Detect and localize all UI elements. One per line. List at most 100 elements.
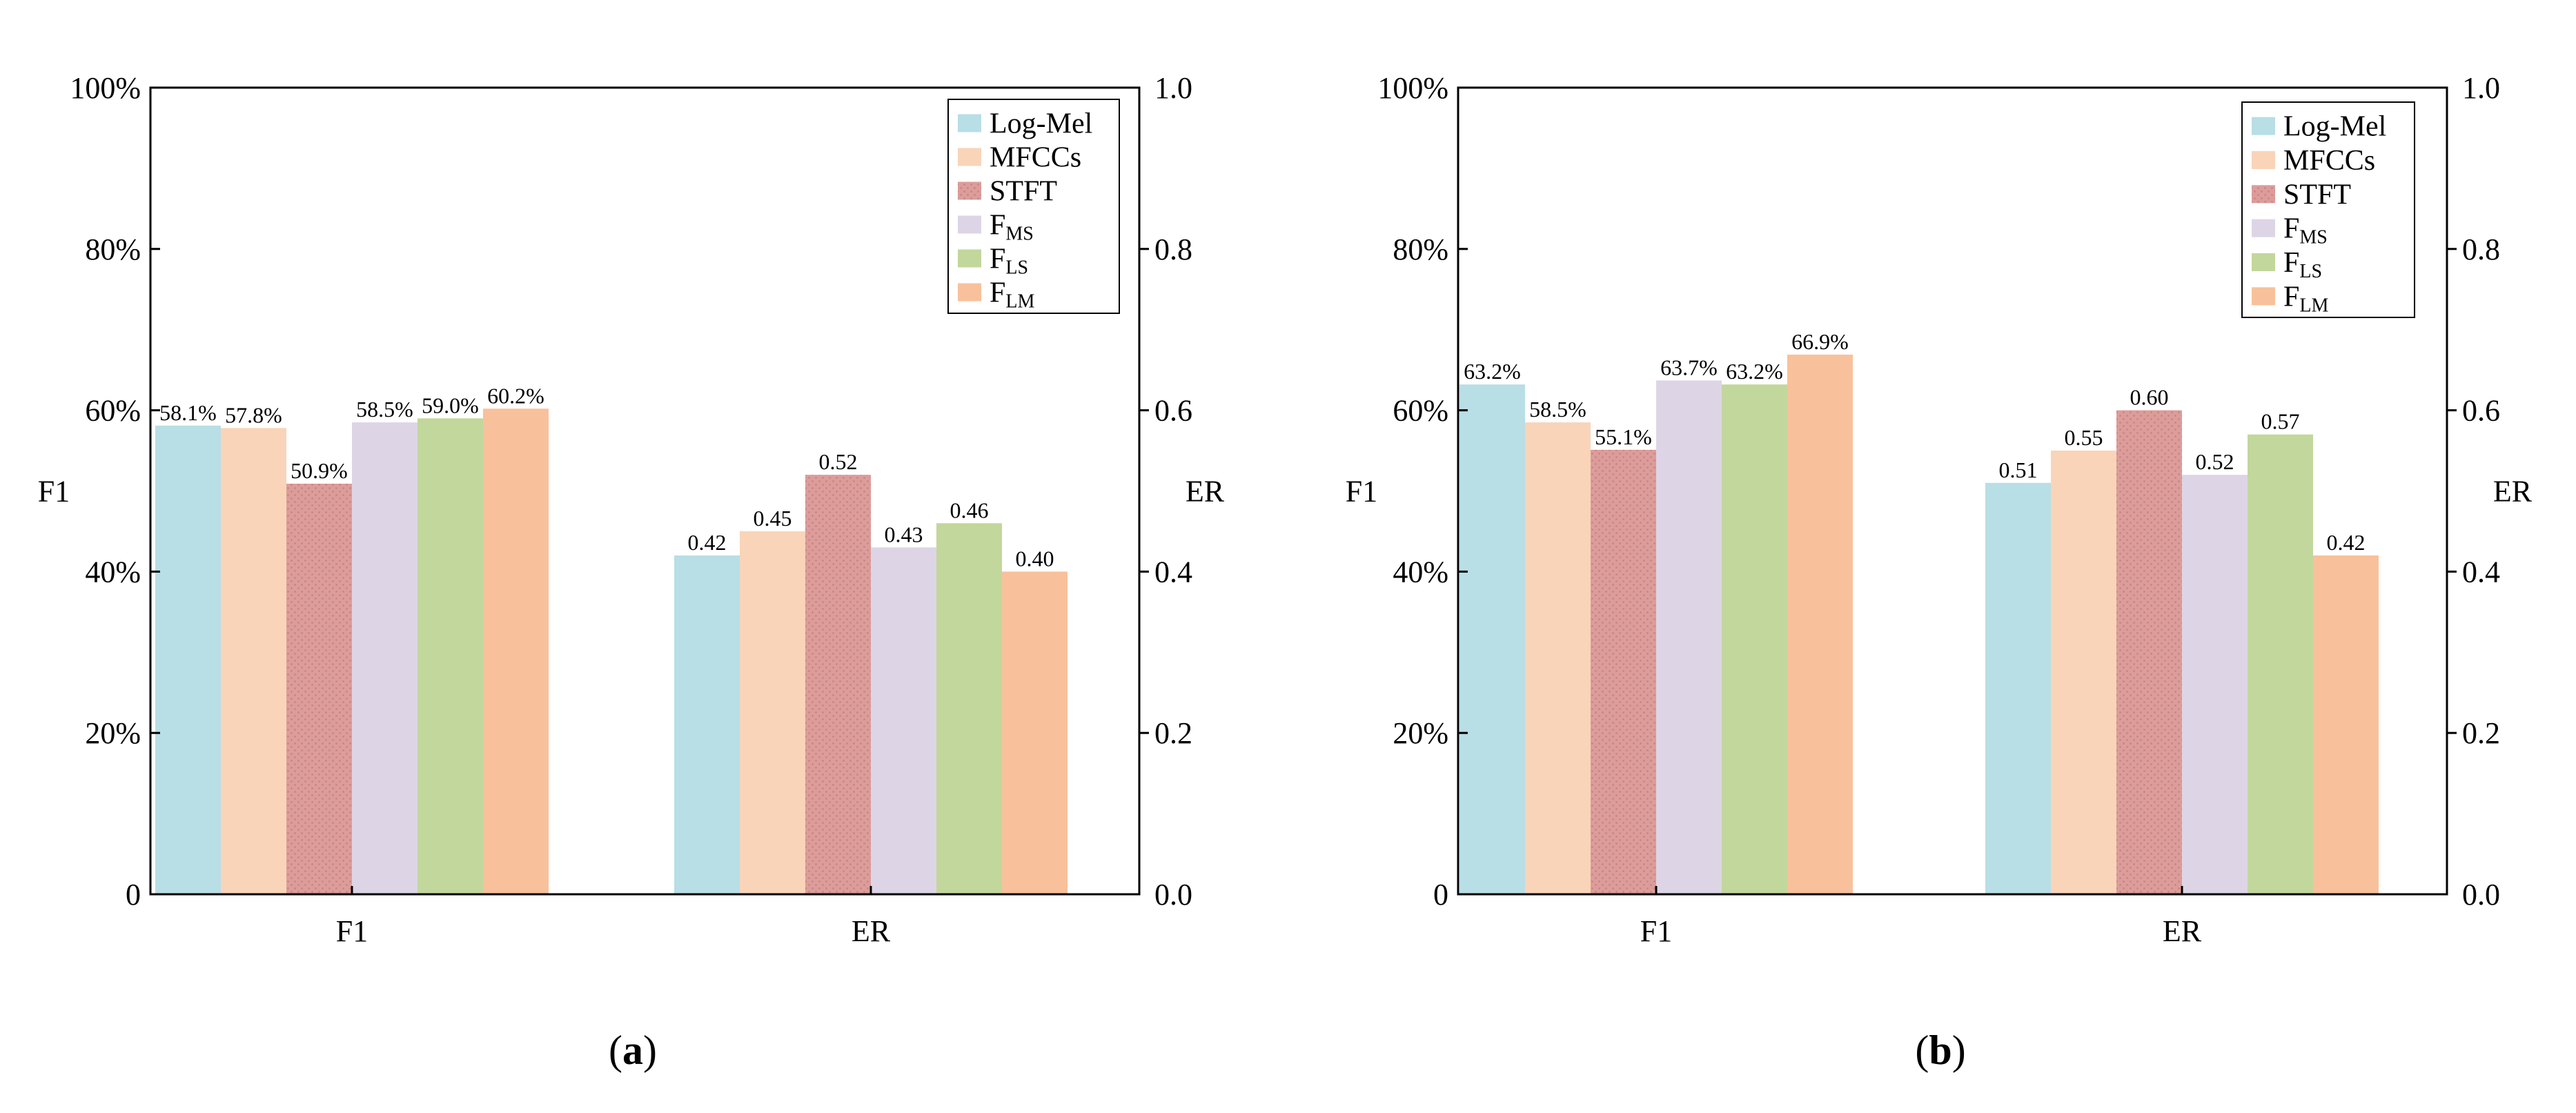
panel-b-left-tick-label: 40% <box>1393 555 1448 589</box>
panel-b-bar-label-flm-er: 0.42 <box>2327 530 2366 555</box>
panel-b-bar-label-fls-er: 0.57 <box>2261 409 2300 434</box>
panel-a-bar-label-fms-er: 0.43 <box>885 522 923 546</box>
panel-a-caption-close: ) <box>643 1027 657 1073</box>
panel-a-y-axis-title-left: F1 <box>38 475 70 509</box>
panel-b-right-tick-label: 0.6 <box>2462 394 2500 428</box>
panel-b-bar-label-fls-f1: 63.2% <box>1726 359 1783 384</box>
panel-b-bar-fls-f1 <box>1722 384 1787 894</box>
panel-a-bar-fls-er <box>936 523 1002 894</box>
panel-a-legend-swatch-fms <box>958 215 981 234</box>
panel-a-chart: 58.1% 0.42 57.8% 0.45 50.9% 0.52 58.5% 0.43 59.0… <box>38 71 1225 1073</box>
panel-a-legend-box <box>947 99 1120 314</box>
panel-a-legend-entry-stft: STFT <box>990 176 1057 208</box>
panel-b-right-tick-label: 0.2 <box>2462 716 2500 750</box>
panel-a-bar-label-fls-f1: 59.0% <box>422 393 479 417</box>
panel-a-legend-entry-mfccs: MFCCs <box>990 142 1081 174</box>
panel-b-bar-label-fms-er: 0.52 <box>2196 449 2234 474</box>
panel-a-bar-mfccs-er <box>740 531 805 894</box>
panel-b-y-axis-title-right: ER <box>2493 475 2533 509</box>
panel-a-legend-subscript-fls: LS <box>1005 257 1028 279</box>
panel-b-legend-subscript-flm: LM <box>2299 295 2328 316</box>
panel-b-left-tick-label: 80% <box>1393 233 1448 266</box>
panel-b-bar-label-log-mel-f1: 63.2% <box>1464 359 1521 384</box>
panel-a-left-tick-label: 20% <box>85 716 141 750</box>
panel-a-bar-stft-er <box>805 475 871 894</box>
panel-b-legend-swatch-fms <box>2252 219 2275 237</box>
panel-b-right-tick-label: 0.0 <box>2462 878 2500 912</box>
panel-b-left-tick-label: 100% <box>1377 71 1448 105</box>
panel-a-bar-label-log-mel-er: 0.42 <box>688 530 727 555</box>
panel-b-right-tick-label: 1.0 <box>2462 71 2500 105</box>
panel-a-right-tick-label: 0.2 <box>1154 716 1192 750</box>
panel-a-legend-swatch-flm <box>958 283 981 302</box>
panel-b-left-tick-label: 0 <box>1433 878 1448 912</box>
panel-a-bar-label-mfccs-er: 0.45 <box>754 506 792 531</box>
panel-a-left-tick-label: 80% <box>85 233 141 266</box>
panel-b-bar-label-flm-f1: 66.9% <box>1791 329 1849 354</box>
panel-a-right-tick-label: 1.0 <box>1154 71 1192 105</box>
panel-b-bar-fms-f1 <box>1656 380 1722 894</box>
panel-b-bar-log-mel-er <box>1985 482 2051 894</box>
panel-a-x-tick-label-er: ER <box>852 914 891 948</box>
panel-b-legend-swatch-fls <box>2252 253 2275 271</box>
panel-b-legend-swatch-mfccs <box>2252 151 2275 169</box>
panel-a-bar-label-fms-f1: 58.5% <box>356 397 413 422</box>
panel-a-legend-entry-log-mel: Log-Mel <box>990 108 1092 140</box>
panel-b-bar-log-mel-f1 <box>1459 384 1525 894</box>
panel-a-bar-label-flm-er: 0.40 <box>1016 546 1054 571</box>
panel-b-legend-box <box>2241 101 2415 318</box>
panel-b-caption: (b) <box>1915 1027 1965 1073</box>
panel-a-right-tick-label: 0.6 <box>1154 394 1192 428</box>
panel-a-legend-swatch-log-mel <box>958 114 981 132</box>
panel-b-bar-label-mfccs-er: 0.55 <box>2065 425 2103 450</box>
panel-a-bar-flm-f1 <box>483 408 549 894</box>
panel-b-bar-label-stft-er: 0.60 <box>2130 385 2169 410</box>
panel-a-legend-subscript-fms: MS <box>1005 224 1033 245</box>
panel-b-bar-label-mfccs-f1: 58.5% <box>1529 397 1586 422</box>
panel-b-bar-stft-er <box>2116 410 2182 894</box>
panel-a-bar-label-fls-er: 0.46 <box>950 498 989 522</box>
panel-b-bar-label-fms-f1: 63.7% <box>1660 355 1718 380</box>
panel-a-legend-swatch-mfccs <box>958 148 981 166</box>
panel-b-legend-swatch-flm <box>2252 287 2275 306</box>
panel-a-plot-frame <box>149 86 1141 896</box>
panel-a-legend-swatch-stft <box>958 181 981 200</box>
panel-a-left-tick-label: 60% <box>85 394 141 428</box>
panel-a-bar-fms-er <box>871 547 936 894</box>
panel-a-bar-mfccs-f1 <box>221 428 286 894</box>
panel-a-bar-label-flm-f1: 60.2% <box>487 383 544 408</box>
panel-b-right-tick-label: 0.4 <box>2462 555 2500 589</box>
panel-a-bar-fls-f1 <box>417 418 483 894</box>
panel-b-legend-entry-log-mel: Log-Mel <box>2283 111 2386 143</box>
panel-a-bar-label-mfccs-f1: 57.8% <box>225 402 282 427</box>
panel-a-bar-log-mel-er <box>674 555 740 894</box>
panel-b-x-tick-label-er: ER <box>2163 914 2202 948</box>
panel-b-bar-fls-er <box>2248 434 2313 894</box>
panel-b-caption-letter: b <box>1929 1027 1951 1073</box>
panel-a-bar-label-stft-er: 0.52 <box>819 449 858 474</box>
panel-b-bar-fms-er <box>2182 475 2248 894</box>
panel-a-legend-swatch-fls <box>958 249 981 268</box>
panel-b-plot-frame <box>1457 86 2448 896</box>
panel-b-x-tick-label-f1: F1 <box>1640 914 1672 948</box>
panel-a-bar-fms-f1 <box>352 422 417 894</box>
panel-a-legend-subscript-flm: LM <box>1005 291 1034 313</box>
panel-a-left-tick-label: 40% <box>85 555 141 589</box>
panel-a-bar-label-log-mel-f1: 58.1% <box>159 400 217 425</box>
panel-a-bar-flm-er <box>1002 571 1068 894</box>
panel-b-bar-label-stft-f1: 55.1% <box>1595 424 1652 449</box>
panel-a-y-axis-title-right: ER <box>1186 475 1225 509</box>
panel-b-bar-mfccs-f1 <box>1525 422 1591 894</box>
panel-b-caption-close: ) <box>1952 1027 1966 1073</box>
panel-a-bar-stft-f1 <box>286 483 352 894</box>
panel-a-x-tick-label-f1: F1 <box>336 914 368 948</box>
panel-a-bar-log-mel-f1 <box>155 425 221 894</box>
panel-a-right-tick-label: 0.8 <box>1154 233 1192 266</box>
panel-b-bar-flm-f1 <box>1787 354 1853 894</box>
panel-b-bar-stft-f1 <box>1591 449 1656 894</box>
panel-b-legend-swatch-log-mel <box>2252 117 2275 135</box>
panel-b-caption-open: ( <box>1915 1027 1929 1073</box>
